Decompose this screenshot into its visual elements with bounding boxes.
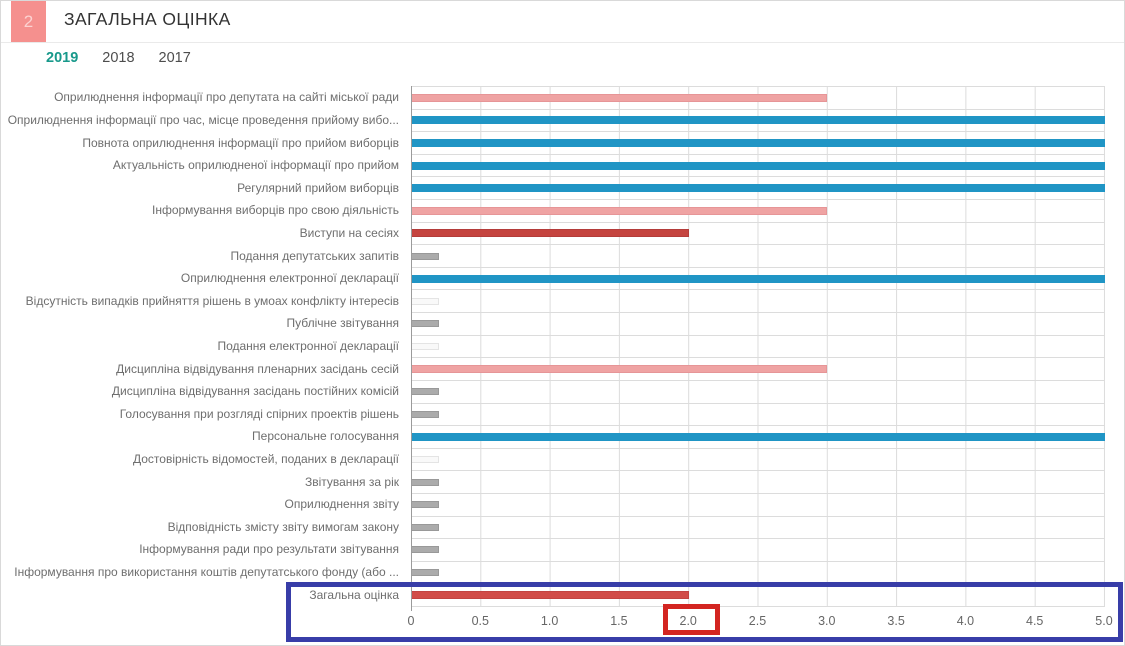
category-label-column: Оприлюднення інформації про депутата на … — [1, 86, 406, 606]
bar-gray — [411, 546, 439, 554]
category-label: Виступи на сесіях — [299, 225, 399, 240]
chart-row — [411, 358, 1105, 381]
category-label: Інформування про використання коштів деп… — [14, 565, 399, 580]
chart-row — [411, 155, 1105, 178]
bar-light — [411, 297, 439, 305]
bar-pink — [411, 206, 828, 215]
chart-row — [411, 177, 1105, 201]
bar-blue — [411, 161, 1105, 170]
category-label: Оприлюднення електронної декларації — [180, 271, 399, 286]
chart-row — [411, 87, 1105, 110]
chart-row — [411, 336, 1105, 359]
chart-row — [411, 449, 1105, 472]
category-label: Дисципліна відвідування пленарних засіда… — [116, 361, 399, 376]
category-label: Загальна оцінка — [309, 587, 399, 602]
category-label: Інформування виборців про свою діяльніст… — [151, 203, 399, 218]
bar-pink — [411, 93, 828, 102]
category-label: Подання електронної декларації — [217, 339, 399, 353]
chart-row — [411, 245, 1105, 268]
bar-gray — [411, 523, 439, 531]
year-tabs: 2019 2018 2017 — [46, 50, 191, 66]
tab-2018[interactable]: 2018 — [102, 50, 135, 66]
category-label: Оприлюднення звіту — [284, 497, 399, 512]
category-label: Відсутність випадків прийняття рішень в … — [25, 293, 399, 308]
chart-row — [411, 290, 1105, 314]
tab-2017[interactable]: 2017 — [158, 50, 191, 66]
red-highlight-rectangle — [663, 604, 720, 635]
bar-gray — [411, 320, 439, 328]
tab-2019[interactable]: 2019 — [46, 50, 79, 66]
category-label: Публічне звітування — [286, 316, 400, 331]
bar-light — [411, 343, 439, 350]
x-axis-zero-line — [411, 86, 412, 611]
bar-blue — [411, 116, 1105, 125]
category-label: Повнота оприлюднення інформації про прий… — [82, 135, 399, 150]
chart-row — [411, 132, 1105, 155]
bar-gray — [411, 569, 439, 577]
bar-gray — [411, 388, 439, 396]
bar-blue — [411, 432, 1105, 441]
category-label: Звітування за рік — [304, 474, 399, 489]
category-label: Оприлюднення інформації про депутата на … — [54, 90, 399, 105]
category-label: Інформування ради про результати звітува… — [139, 542, 399, 557]
bar-light — [411, 456, 439, 464]
category-label: Достовірність відомостей, поданих в декл… — [132, 452, 399, 467]
bar-gray — [411, 501, 439, 509]
chart-row — [411, 471, 1105, 494]
bar-pink — [411, 365, 828, 374]
bar-darkred — [411, 229, 689, 238]
bar-blue — [411, 274, 1105, 283]
bar-gray — [411, 252, 439, 260]
bar-blue — [411, 139, 1105, 148]
chart-row — [411, 223, 1105, 246]
chart-row — [411, 426, 1105, 449]
bar-gray — [411, 478, 439, 486]
bar-chart-plot — [411, 86, 1105, 608]
bar-gray — [411, 410, 439, 418]
bar-blue — [411, 184, 1105, 193]
category-label: Персональне голосування — [252, 429, 399, 444]
category-label: Голосування при розгляді спірних проекті… — [119, 406, 399, 421]
category-label: Регулярний прийом виборців — [237, 180, 399, 195]
section-number-badge: 2 — [11, 1, 46, 42]
chart-row — [411, 200, 1105, 223]
blue-highlight-rectangle — [286, 582, 1123, 642]
chart-row — [411, 517, 1105, 540]
category-label: Оприлюднення інформації про час, місце п… — [7, 112, 399, 127]
page-title: ЗАГАЛЬНА ОЦІНКА — [64, 9, 231, 29]
chart-row — [411, 562, 1105, 585]
chart-row — [411, 494, 1105, 517]
chart-row — [411, 404, 1105, 427]
category-label: Відповідність змісту звіту вимогам закон… — [167, 519, 399, 534]
category-label: Дисципліна відвідування засідань постійн… — [111, 384, 399, 399]
chart-row — [411, 313, 1105, 336]
chart-row — [411, 110, 1105, 133]
category-label: Подання депутатських запитів — [230, 248, 399, 263]
category-label: Актуальність оприлюдненої інформації про… — [112, 158, 399, 173]
chart-row — [411, 539, 1105, 562]
header-divider — [1, 42, 1124, 43]
chart-row — [411, 268, 1105, 291]
chart-row — [411, 381, 1105, 404]
